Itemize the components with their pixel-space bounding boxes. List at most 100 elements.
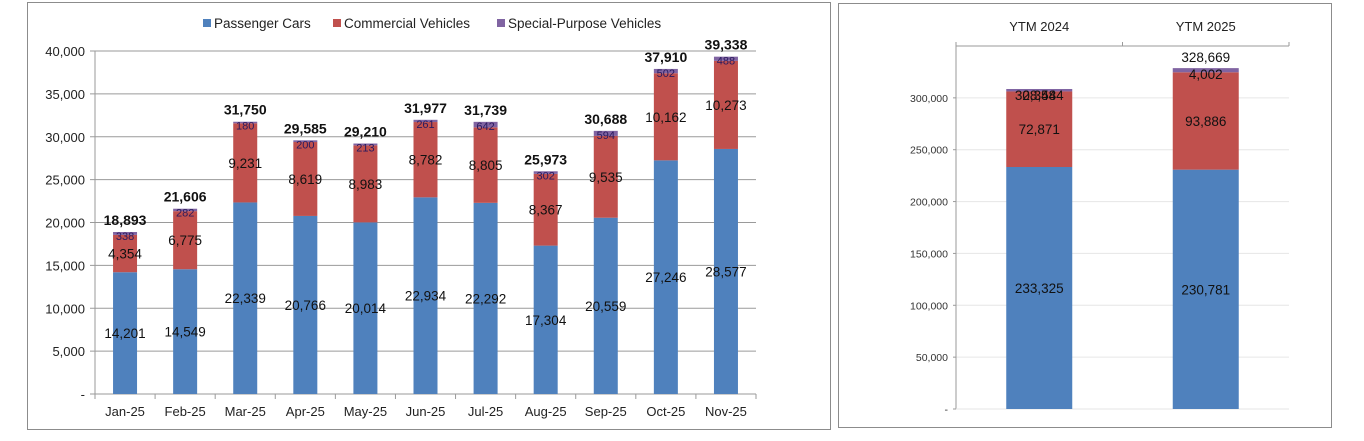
legend-label-passenger-cars: Passenger Cars: [214, 16, 311, 31]
data-label-total: 29,585: [284, 120, 327, 136]
x-tick-label: YTM 2025: [1176, 19, 1236, 34]
bar-passenger-cars: [173, 269, 198, 394]
data-label-total: 328,669: [1181, 50, 1230, 65]
x-tick-label: Aug-25: [525, 404, 567, 419]
bar-commercial-vehicles: [533, 173, 558, 246]
monthly-sales-chart: - 5,000 10,000 15,000 20,000 25,000 30,000 35,0…: [45, 16, 757, 419]
data-label-total: 21,606: [164, 189, 207, 205]
data-label-passenger-cars: 14,201: [104, 326, 145, 341]
data-label-passenger-cars: 230,781: [1181, 282, 1230, 297]
data-label-total: 30,688: [584, 111, 627, 127]
data-label-special-purpose-vehicles: 282: [176, 208, 194, 220]
bar-special-purpose-vehicles: [413, 119, 438, 123]
bar-group-feb-25: 14,549 6,775 282 21,606: [164, 189, 207, 394]
bar-passenger-cars: [233, 202, 258, 394]
data-label-passenger-cars: 14,549: [164, 325, 205, 340]
data-label-special-purpose-vehicles: 302: [537, 170, 555, 182]
y-tick-label: 150,000: [910, 248, 948, 260]
data-label-total: 37,910: [644, 49, 687, 65]
bar-special-purpose-vehicles: [653, 68, 678, 74]
y-tick-label: 5,000: [52, 344, 85, 359]
bar-group-mar-25: 22,339 9,231 180 31,750: [224, 102, 267, 394]
bar-commercial-vehicles: [473, 127, 498, 203]
bar-commercial-vehicles: [293, 142, 318, 216]
bar-passenger-cars: [1006, 167, 1073, 409]
data-label-passenger-cars: 20,559: [585, 299, 626, 314]
x-tick-label: May-25: [344, 404, 387, 419]
x-tick-label: Feb-25: [165, 404, 206, 419]
x-tick-label: YTM 2024: [1009, 19, 1069, 34]
bar-passenger-cars: [473, 202, 498, 394]
bar-passenger-cars: [113, 272, 138, 394]
data-label-passenger-cars: 22,339: [225, 291, 266, 306]
legend-marker-passenger-cars: [203, 19, 211, 27]
y-tick-label: 50,000: [916, 352, 948, 364]
legend-marker-special-purpose-vehicles: [497, 19, 505, 27]
bar-special-purpose-vehicles: [113, 231, 138, 235]
data-label-commercial-vehicles: 10,162: [645, 110, 686, 125]
x-tick-label: Sep-25: [585, 404, 627, 419]
data-label-total: 31,739: [464, 102, 507, 118]
bar-commercial-vehicles: [1172, 72, 1239, 170]
y-tick-label: 20,000: [45, 216, 85, 231]
bar-group-ytm-2025: 230,781 93,886 4,002 328,669: [1172, 50, 1239, 409]
data-label-total: 39,338: [705, 37, 748, 53]
data-label-passenger-cars: 28,577: [705, 264, 746, 279]
data-label-commercial-vehicles: 6,775: [168, 233, 202, 248]
data-label-special-purpose-vehicles: 642: [476, 121, 494, 133]
y-tick-label: 15,000: [45, 258, 85, 273]
data-label-special-purpose-vehicles: 2,348: [1022, 88, 1056, 103]
data-label-total: 31,750: [224, 102, 267, 118]
bar-passenger-cars: [713, 148, 738, 394]
bar-special-purpose-vehicles: [473, 121, 498, 128]
data-label-total: 31,977: [404, 100, 447, 116]
data-label-commercial-vehicles: 4,354: [108, 247, 142, 262]
y-tick-label: 100,000: [910, 300, 948, 312]
data-label-passenger-cars: 22,292: [465, 291, 506, 306]
data-label-commercial-vehicles: 8,619: [288, 172, 322, 187]
data-label-commercial-vehicles: 10,273: [705, 98, 746, 113]
data-label-commercial-vehicles: 8,367: [529, 203, 563, 218]
bar-commercial-vehicles: [593, 135, 618, 218]
data-label-passenger-cars: 20,014: [345, 301, 387, 316]
legend-label-commercial-vehicles: Commercial Vehicles: [344, 16, 470, 31]
bar-special-purpose-vehicles: [293, 140, 318, 143]
bar-special-purpose-vehicles: [1006, 88, 1073, 92]
y-tick-label: 200,000: [910, 197, 948, 209]
data-label-passenger-cars: 233,325: [1015, 281, 1064, 296]
bar-group-aug-25: 17,304 8,367 302 25,973: [524, 151, 567, 394]
y-tick-label: 25,000: [45, 173, 85, 188]
bar-commercial-vehicles: [413, 122, 438, 198]
bar-special-purpose-vehicles: [713, 56, 738, 61]
y-tick-label: 300,000: [910, 93, 948, 105]
bar-commercial-vehicles: [353, 145, 378, 223]
data-label-commercial-vehicles: 9,535: [589, 170, 623, 185]
y-tick-label: 30,000: [45, 130, 85, 145]
data-label-passenger-cars: 20,766: [285, 298, 326, 313]
data-label-special-purpose-vehicles: 261: [416, 119, 434, 131]
bar-passenger-cars: [593, 217, 618, 394]
data-label-commercial-vehicles: 72,871: [1019, 122, 1060, 137]
data-label-total: 25,973: [524, 151, 567, 167]
data-label-total: 18,893: [104, 212, 147, 228]
x-tick-label: Oct-25: [646, 404, 685, 419]
data-label-total: 29,210: [344, 124, 387, 140]
bar-group-jan-25: 14,201 4,354 338 18,893: [104, 212, 147, 394]
y-tick-label: 10,000: [45, 301, 85, 316]
data-label-commercial-vehicles: 93,886: [1185, 114, 1226, 129]
y-tick-label: 40,000: [45, 44, 85, 59]
legend-label-special-purpose-vehicles: Special-Purpose Vehicles: [508, 16, 661, 31]
bar-passenger-cars: [653, 160, 678, 394]
data-label-special-purpose-vehicles: 213: [356, 143, 374, 155]
bar-group-sep-25: 20,559 9,535 594 30,688: [584, 111, 627, 394]
bar-group-oct-25: 27,246 10,162 502 37,910: [644, 49, 687, 394]
bar-passenger-cars: [533, 245, 558, 394]
data-label-commercial-vehicles: 9,231: [228, 156, 262, 171]
data-label-passenger-cars: 22,934: [405, 289, 447, 304]
bar-special-purpose-vehicles: [353, 143, 378, 146]
y-tick-label: 35,000: [45, 87, 85, 102]
bar-special-purpose-vehicles: [173, 208, 198, 212]
x-tick-label: Apr-25: [286, 404, 325, 419]
data-label-special-purpose-vehicles: 502: [657, 68, 675, 80]
